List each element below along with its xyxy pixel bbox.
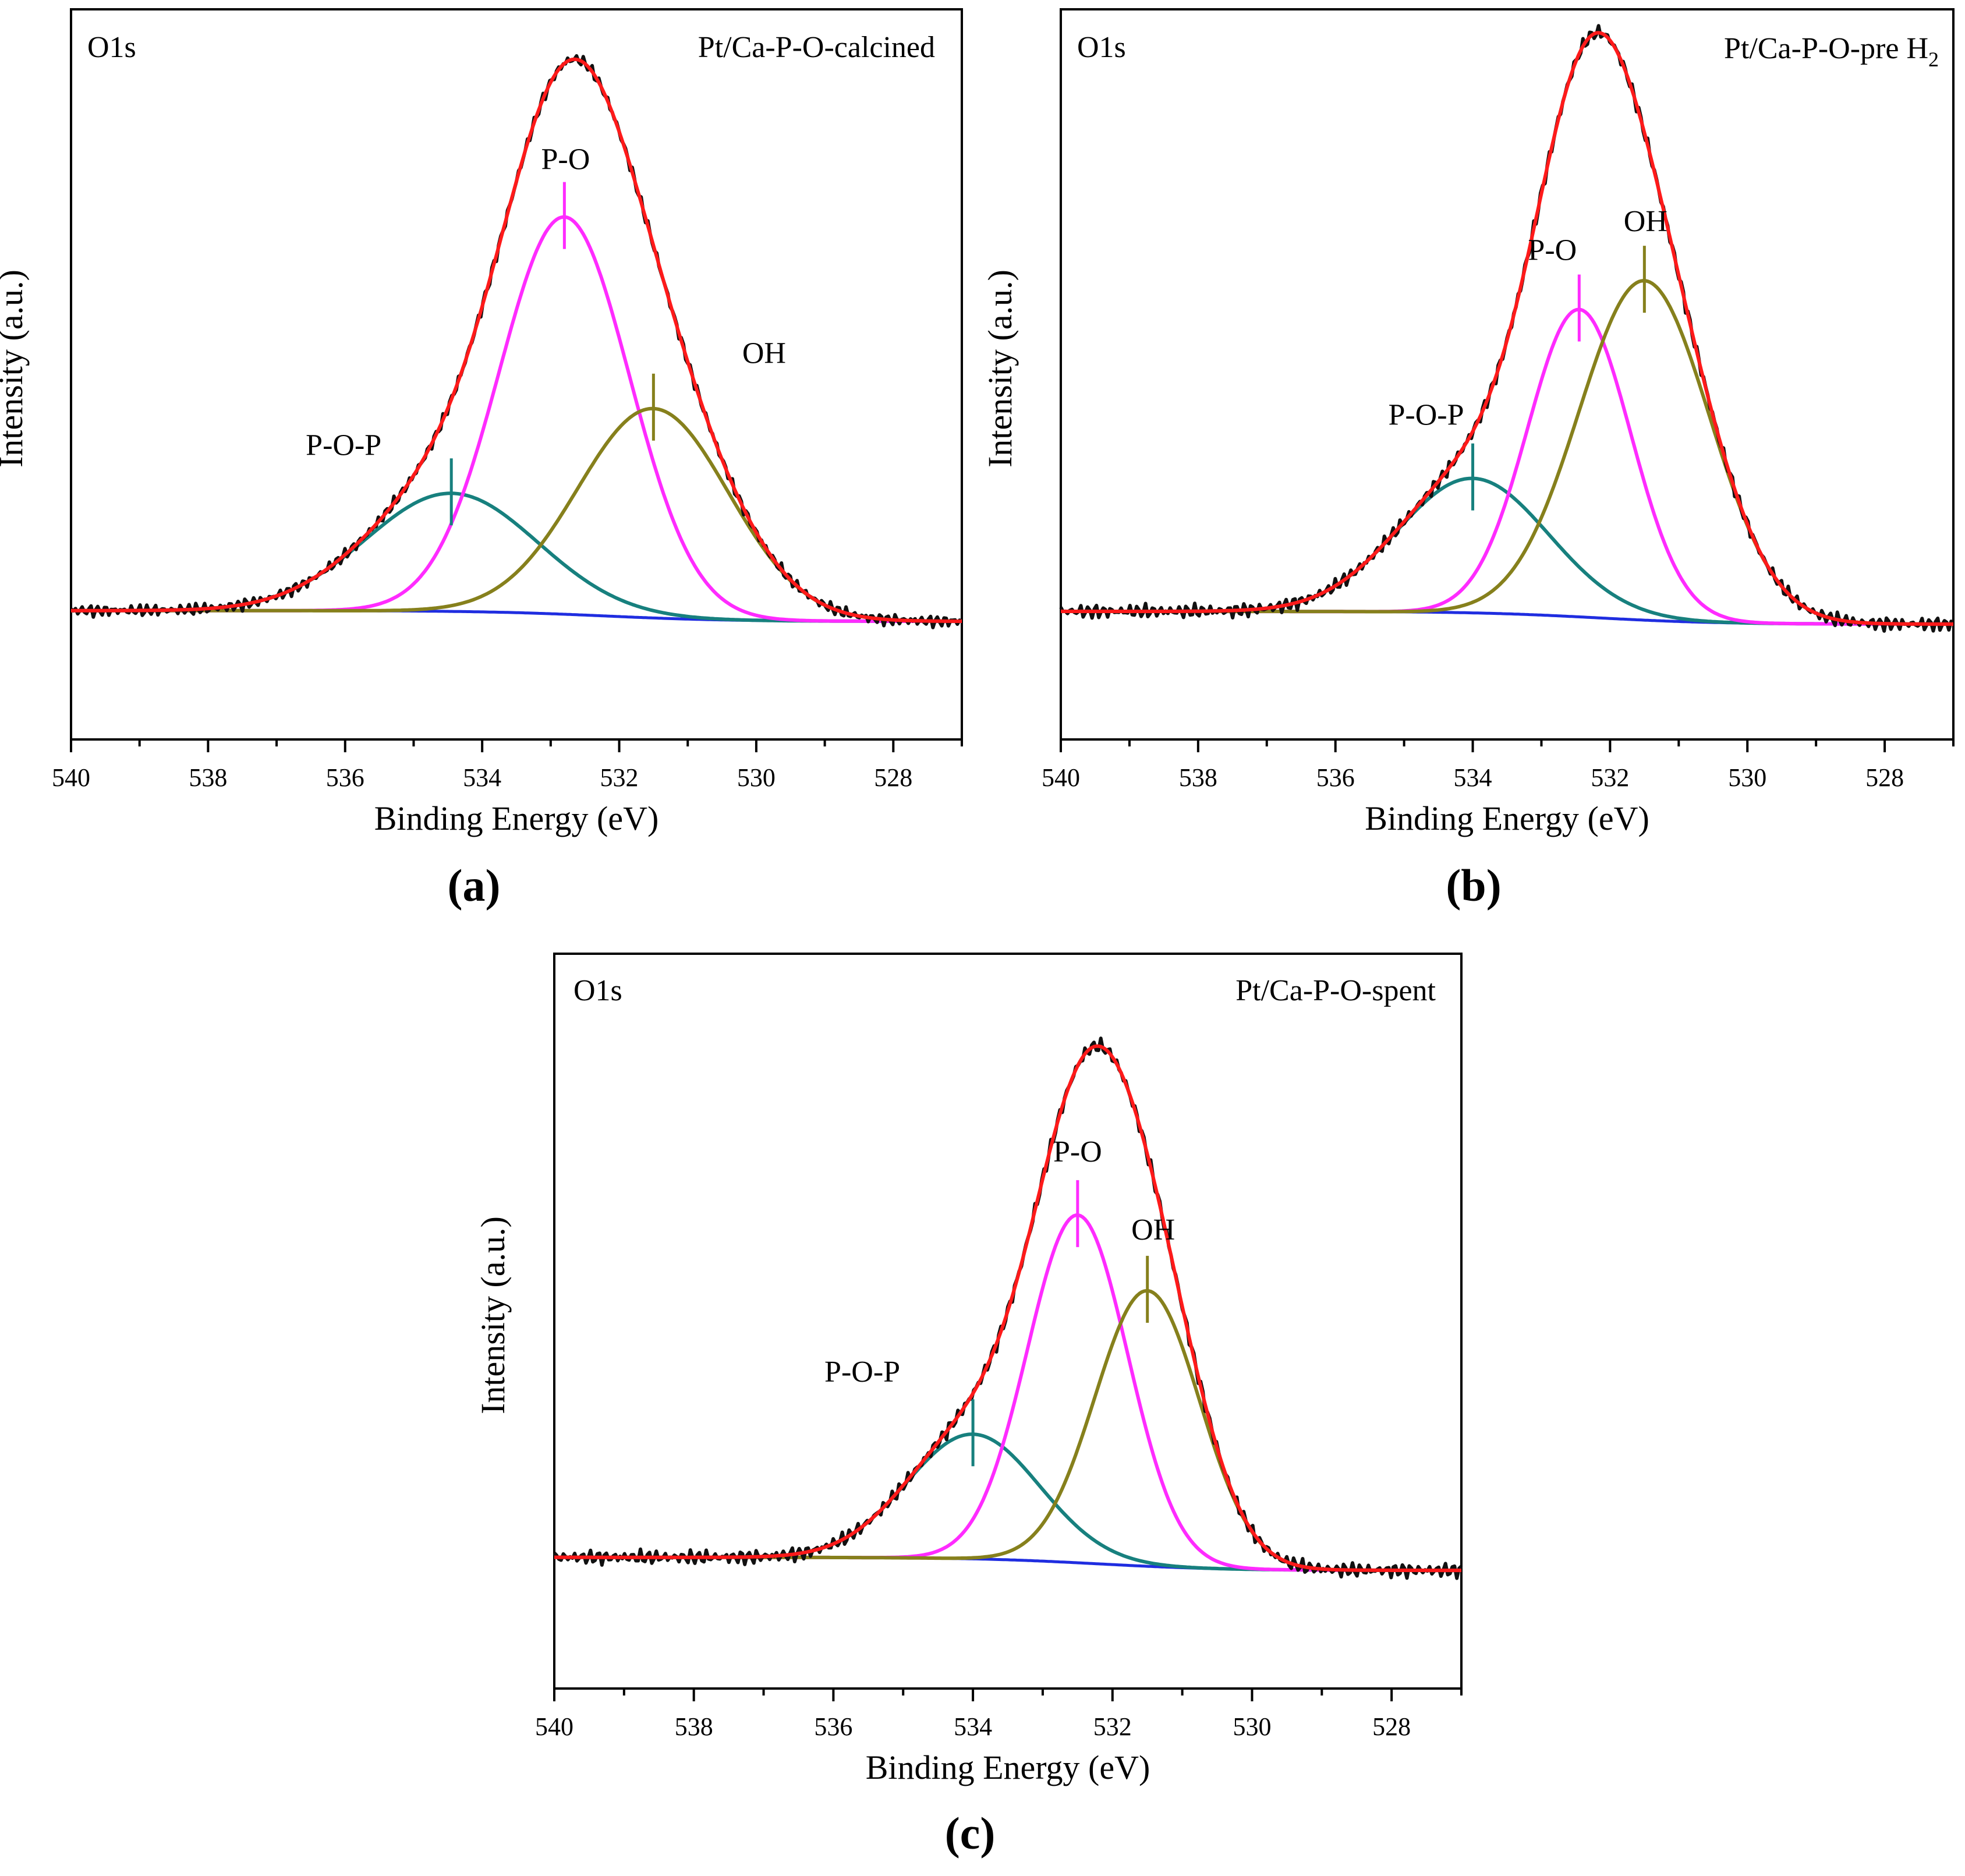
x-axis: 540 538 536 534 532 530 528 [535, 1689, 1463, 1741]
panel-title-main: Pt/Ca-P-O-pre H [1724, 32, 1928, 65]
panel-letter-text: a [463, 860, 486, 911]
x-tick-label: 532 [600, 763, 639, 792]
series-group [1059, 24, 1955, 633]
series-p-o-peak [71, 215, 962, 624]
series-oh-peak [71, 406, 962, 623]
panel-letter-open: ( [448, 860, 463, 911]
x-tick-label: 540 [535, 1712, 573, 1741]
x-tick-label: 536 [326, 763, 364, 792]
series-raw-data [1059, 24, 1955, 633]
x-tick-label: 534 [1454, 763, 1492, 792]
y-axis-label: Intensity (a.u.) [474, 1216, 512, 1414]
x-tick-label: 538 [675, 1712, 713, 1741]
panel-title: Pt/Ca-P-O-spent [1235, 974, 1436, 1007]
corner-label: O1s [573, 974, 622, 1007]
series-fit-envelope [554, 1044, 1461, 1573]
x-tick-label: 540 [52, 763, 90, 792]
peak-label-p-o-p: P-O-P [824, 1355, 900, 1389]
y-axis-label: Intensity (a.u.) [981, 270, 1019, 468]
x-axis: 540 538 536 534 532 530 528 [1042, 739, 1955, 792]
series-fit-envelope [1061, 31, 1953, 626]
x-tick-label: 540 [1042, 763, 1080, 792]
x-axis-label: Binding Energy (eV) [374, 799, 659, 837]
x-axis: 540 538 536 534 532 530 528 [52, 739, 963, 792]
panel-letter: (b) [1446, 860, 1501, 911]
panel-letter-text: c [960, 1808, 980, 1859]
chart-panel-a: 540 538 536 534 532 530 528 Binding Energy (eV)… [0, 8, 963, 911]
x-tick-label: 530 [1233, 1712, 1271, 1741]
peak-label-p-o: P-O [1528, 233, 1577, 267]
chart-panel-c: 540 538 536 534 532 530 528 Binding Energy (eV)… [474, 953, 1463, 1859]
peak-label-oh: OH [742, 337, 786, 370]
x-tick-label: 532 [1591, 763, 1629, 792]
peak-label-p-o: P-O [1053, 1135, 1102, 1169]
x-tick-label: 536 [1316, 763, 1355, 792]
plot-frame [70, 8, 963, 741]
series-group [553, 1036, 1463, 1580]
panel-title: Pt/Ca-P-O-calcined [698, 31, 935, 64]
x-tick-label: 528 [874, 763, 912, 792]
panel-letter-open: ( [1446, 860, 1461, 911]
panel-letter: (c) [945, 1808, 996, 1859]
x-tick-label: 536 [814, 1712, 852, 1741]
peak-label-p-o-p: P-O-P [306, 429, 381, 462]
x-tick-label: 534 [463, 763, 501, 792]
x-tick-label: 528 [1372, 1712, 1411, 1741]
panel-letter: (a) [448, 860, 501, 911]
plot-frame [1060, 8, 1955, 741]
corner-label: O1s [1077, 31, 1126, 64]
panel-title: Pt/Ca-P-O-pre H2 [1724, 32, 1939, 71]
peak-label-oh: OH [1624, 205, 1667, 238]
x-tick-label: 528 [1865, 763, 1904, 792]
x-tick-label: 530 [1728, 763, 1766, 792]
corner-label: O1s [87, 31, 136, 64]
series-p-o-peak [554, 1213, 1461, 1573]
peak-label-p-o: P-O [541, 143, 590, 176]
x-axis-label: Binding Energy (eV) [1365, 799, 1649, 837]
panel-letter-close: ) [980, 1808, 995, 1859]
x-axis-label: Binding Energy (eV) [866, 1748, 1150, 1786]
chart-panel-b: 540 538 536 534 532 530 528 Binding Energy (eV)… [981, 8, 1955, 911]
panel-title-subscript: 2 [1928, 48, 1939, 71]
panel-letter-text: b [1461, 860, 1486, 911]
peak-label-oh: OH [1131, 1213, 1175, 1247]
panel-letter-close: ) [486, 860, 501, 911]
plot-frame [553, 953, 1463, 1690]
x-tick-label: 530 [737, 763, 776, 792]
series-raw-data [70, 54, 962, 629]
series-group [70, 54, 962, 629]
x-tick-label: 538 [189, 763, 227, 792]
x-tick-label: 534 [954, 1712, 992, 1741]
panel-letter-close: ) [1486, 860, 1502, 911]
x-tick-label: 538 [1179, 763, 1217, 792]
panel-letter-open: ( [945, 1808, 960, 1859]
y-axis-label: Intensity (a.u.) [0, 270, 30, 468]
series-fit-envelope [71, 57, 962, 623]
peak-label-p-o-p: P-O-P [1389, 399, 1464, 432]
x-tick-label: 532 [1093, 1712, 1132, 1741]
